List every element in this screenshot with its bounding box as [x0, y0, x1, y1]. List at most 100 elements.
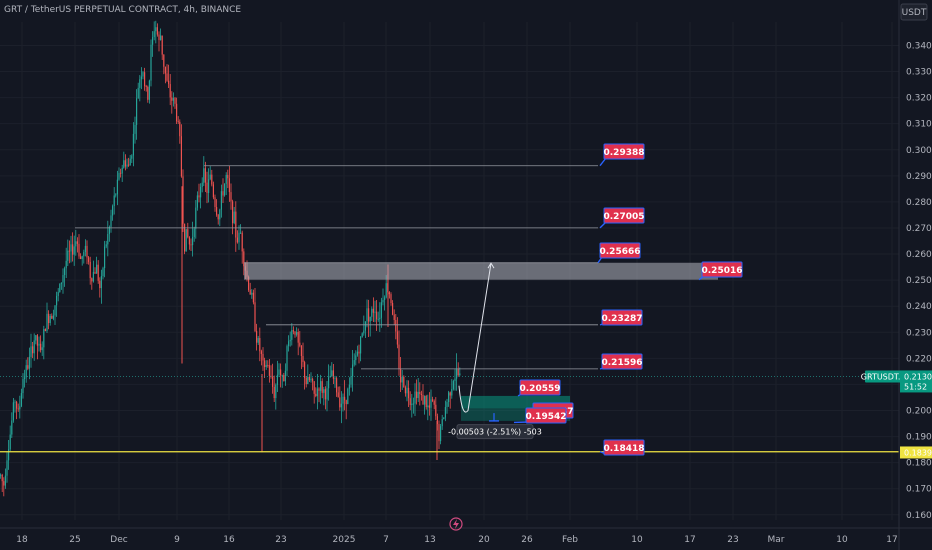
candle-body — [116, 179, 118, 195]
x-tick-label: Feb — [562, 535, 578, 545]
y-tick-label: 0.23000 — [906, 328, 932, 338]
candle-body — [187, 229, 189, 238]
candle-body — [425, 395, 427, 408]
candle-body — [286, 346, 288, 371]
candle-body — [331, 370, 333, 376]
candle-body — [94, 271, 96, 274]
candle-body — [356, 351, 358, 356]
candle-body — [273, 386, 275, 399]
candle-body — [454, 378, 456, 382]
candle-body — [12, 402, 14, 421]
candle-body — [355, 355, 357, 361]
x-tick-label: 25 — [69, 535, 80, 545]
measure-label: -0.00503 (-2.51%) -503 — [448, 428, 542, 437]
candle-body — [361, 333, 363, 338]
candle-body — [161, 35, 163, 55]
candle-body — [272, 376, 274, 387]
candle-body — [219, 209, 221, 220]
candle-body — [316, 388, 318, 397]
candle-body — [123, 160, 125, 168]
candle-body — [363, 330, 365, 334]
candle-body — [193, 228, 195, 237]
candle-body — [142, 72, 144, 77]
callout-label: 0.29388 — [604, 148, 645, 158]
candle-body — [67, 250, 69, 261]
candle-body — [443, 417, 445, 420]
candle-body — [324, 389, 326, 400]
y-tick-label: 0.22000 — [906, 354, 932, 364]
candle-body — [459, 373, 461, 376]
candle-body — [392, 303, 394, 315]
candle-body — [17, 408, 19, 410]
candle-body — [113, 195, 115, 207]
candle-body — [64, 268, 66, 276]
candle-body — [190, 244, 192, 246]
candle-body — [160, 35, 162, 41]
candle-body — [347, 388, 349, 405]
candle-body — [297, 331, 299, 343]
candle-body — [284, 370, 286, 382]
callout-label: 0.25666 — [600, 247, 641, 257]
currency-label: USDT — [902, 8, 927, 18]
candle-body — [73, 246, 75, 255]
candle-body — [289, 339, 291, 342]
candle-body — [275, 384, 277, 399]
candle-body — [129, 158, 131, 166]
y-tick-label: 0.19000 — [906, 433, 932, 443]
candle-body — [172, 98, 174, 101]
candle-body — [296, 331, 298, 335]
candle-body — [52, 315, 54, 319]
callout-box — [603, 439, 645, 456]
candle-body — [440, 426, 442, 442]
candle-body — [208, 179, 210, 193]
candle-body — [342, 396, 344, 404]
candle-body — [256, 330, 258, 343]
candle-body — [104, 246, 106, 269]
candle-body — [107, 234, 109, 245]
candle-body — [76, 241, 78, 244]
candle-body — [200, 186, 202, 198]
callout-label: 0.21596 — [602, 358, 643, 368]
candle-body — [60, 282, 62, 284]
candle-body — [270, 375, 272, 377]
candle-body — [121, 167, 123, 174]
candle-body — [30, 346, 32, 357]
candle-body — [404, 387, 406, 394]
candle-body — [195, 207, 197, 229]
candle-body — [115, 194, 117, 196]
candle-body — [105, 244, 107, 247]
candle-body — [403, 376, 405, 388]
candle-body — [395, 319, 397, 332]
candle-body — [35, 335, 37, 341]
measure-label-box — [456, 424, 534, 440]
candle-body — [224, 183, 226, 196]
x-tick-label: Mar — [768, 535, 785, 545]
candle-body — [4, 475, 6, 486]
candle-body — [22, 379, 24, 394]
candle-body — [414, 391, 416, 404]
candle-body — [345, 400, 347, 405]
candle-body — [19, 406, 21, 410]
candle-body — [238, 232, 240, 243]
candle-body — [124, 160, 126, 167]
candle-body — [20, 393, 22, 407]
candle-body — [416, 391, 418, 399]
candle-body — [188, 237, 190, 245]
currency-button[interactable] — [900, 3, 928, 21]
callout-label: 0.19542 — [526, 412, 567, 422]
candle-body — [92, 271, 94, 282]
candle-body — [126, 164, 128, 167]
candle-body — [352, 364, 354, 377]
x-tick-label: 23 — [275, 535, 286, 545]
candle-body — [33, 340, 35, 354]
candle-body — [444, 407, 446, 418]
candle-body — [428, 405, 430, 408]
candle-body — [166, 73, 168, 81]
flash-icon[interactable] — [449, 517, 463, 531]
candle-body — [457, 369, 459, 376]
x-tick-label: 9 — [174, 535, 180, 545]
candle-body — [150, 44, 152, 81]
candle-body — [422, 394, 424, 405]
